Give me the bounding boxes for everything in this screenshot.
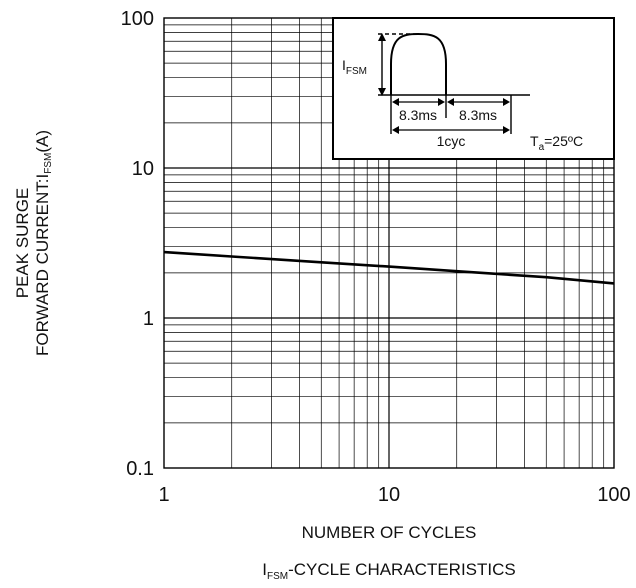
cycle-label: 1cyc [437, 133, 466, 149]
chart-caption: IFSM-CYCLE CHARACTERISTICS [262, 560, 515, 582]
y-label-line2-rest: (A) [33, 130, 52, 153]
x-tick-label: 10 [378, 484, 400, 506]
caption-rest: -CYCLE CHARACTERISTICS [288, 560, 516, 579]
x-tick-label: 100 [597, 484, 630, 506]
y-tick-label: 1 [143, 308, 154, 330]
second-half-label: 8.3ms [459, 107, 497, 123]
y-tick-label: 0.1 [126, 458, 154, 480]
caption-sub: FSM [267, 571, 288, 582]
y-label-line2-sub: FSM [43, 153, 54, 174]
half-cycle-label: 8.3ms [399, 107, 437, 123]
x-tick-label: 1 [158, 484, 169, 506]
x-axis-label: NUMBER OF CYCLES [302, 523, 477, 542]
y-label-line2-main: FORWARD CURRENT:I [33, 174, 52, 356]
y-label-line2: FORWARD CURRENT:IFSM(A) [33, 130, 54, 356]
inset-diagram: IFSM 8.3ms 8.3ms 1cyc Ta=25ºC [333, 18, 614, 159]
y-axis-label: PEAK SURGE FORWARD CURRENT:IFSM(A) [13, 130, 54, 356]
y-label-line1: PEAK SURGE [13, 188, 32, 299]
y-tick-label: 100 [121, 8, 154, 30]
y-tick-label: 10 [132, 158, 154, 180]
